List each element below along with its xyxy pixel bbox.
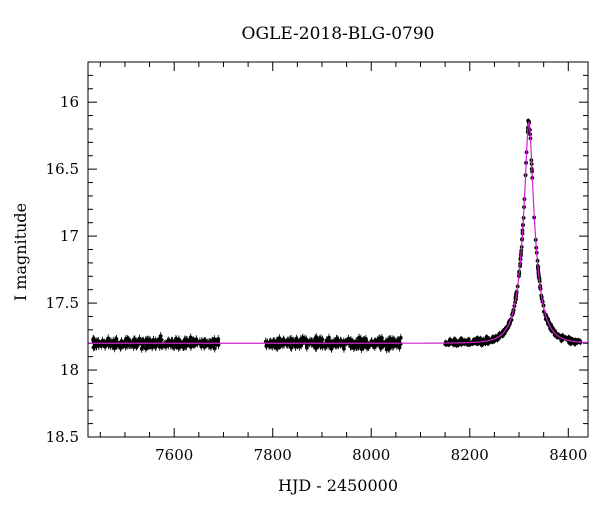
data-point bbox=[383, 339, 388, 344]
data-point bbox=[298, 337, 303, 342]
x-tick-label: 7600 bbox=[155, 446, 193, 464]
data-point bbox=[362, 338, 367, 343]
observation-points bbox=[91, 118, 583, 354]
data-point bbox=[286, 338, 291, 343]
data-point bbox=[398, 335, 403, 340]
data-point bbox=[384, 347, 389, 352]
data-point bbox=[96, 339, 101, 343]
data-point bbox=[132, 337, 136, 342]
data-point bbox=[386, 339, 391, 344]
data-point bbox=[150, 345, 155, 350]
data-point bbox=[304, 345, 309, 350]
chart-title: OGLE-2018-BLG-0790 bbox=[242, 24, 435, 44]
data-point bbox=[134, 343, 139, 348]
data-point bbox=[371, 343, 376, 348]
y-tick-label: 18 bbox=[60, 361, 79, 379]
data-point bbox=[396, 338, 401, 343]
data-point bbox=[216, 337, 221, 341]
x-tick-label: 8000 bbox=[352, 446, 390, 464]
data-point bbox=[176, 345, 181, 350]
data-point bbox=[304, 337, 309, 342]
data-point bbox=[103, 344, 107, 349]
data-point bbox=[327, 335, 331, 340]
data-point bbox=[216, 343, 221, 347]
data-point bbox=[145, 344, 149, 349]
data-point bbox=[390, 344, 395, 349]
data-point bbox=[367, 342, 372, 347]
data-point bbox=[360, 344, 365, 348]
data-point bbox=[191, 339, 196, 344]
data-point bbox=[202, 344, 207, 349]
data-point bbox=[345, 339, 350, 344]
data-point bbox=[119, 339, 124, 343]
data-point bbox=[141, 344, 145, 349]
data-point bbox=[383, 343, 388, 348]
data-point bbox=[183, 337, 187, 342]
axis-ticks: 7600 7800 8000 8200 8400 16 16.5 17 17.5 18 18.5 bbox=[46, 61, 588, 464]
data-point bbox=[459, 336, 464, 341]
model-curve-group bbox=[88, 121, 589, 344]
data-point bbox=[264, 344, 269, 349]
data-point bbox=[379, 337, 384, 342]
data-point bbox=[566, 335, 571, 340]
data-point bbox=[170, 343, 175, 348]
y-tick-label: 16 bbox=[60, 93, 79, 111]
y-tick-label: 17.5 bbox=[46, 294, 79, 312]
data-point bbox=[111, 338, 116, 343]
data-point bbox=[153, 344, 158, 349]
data-point bbox=[157, 337, 162, 341]
model-curve bbox=[88, 121, 589, 344]
data-point bbox=[466, 342, 471, 347]
y-axis-label: I magnitude bbox=[11, 203, 30, 301]
y-tick-label: 16.5 bbox=[46, 160, 79, 178]
data-point bbox=[339, 339, 344, 344]
y-tick-label: 17 bbox=[60, 227, 79, 245]
x-axis-label: HJD - 2450000 bbox=[278, 476, 398, 495]
plot-frame bbox=[87, 61, 589, 438]
x-tick-label: 7800 bbox=[254, 446, 292, 464]
data-point bbox=[364, 343, 369, 347]
data-point bbox=[311, 343, 316, 348]
data-point bbox=[373, 339, 378, 344]
data-point bbox=[313, 336, 318, 341]
data-point bbox=[275, 345, 280, 350]
data-point bbox=[92, 338, 97, 343]
data-point bbox=[475, 336, 480, 340]
x-tick-label: 8400 bbox=[549, 446, 587, 464]
data-point bbox=[354, 345, 358, 349]
y-tick-label: 18.5 bbox=[46, 428, 79, 446]
data-point bbox=[174, 337, 178, 341]
x-tick-label: 8200 bbox=[451, 446, 489, 464]
data-point bbox=[479, 343, 484, 347]
